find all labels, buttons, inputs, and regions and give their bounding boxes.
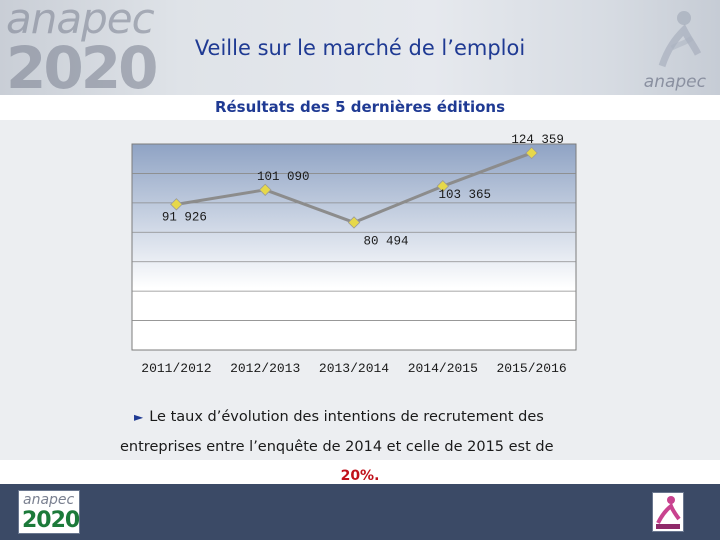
footer-logo-year: 2020 (22, 508, 80, 533)
data-point-marker (170, 198, 183, 211)
gridlines (132, 173, 576, 321)
data-point-marker (258, 183, 272, 197)
line-chart: 91 926 101 090 80 494 103 365 124 359 2011/2… (0, 120, 720, 390)
x-tick-label: 2012/2013 (230, 361, 300, 376)
x-tick-label: 2011/2012 (141, 361, 211, 376)
data-point-marker (347, 216, 361, 229)
data-label: 101 090 (257, 170, 310, 184)
x-tick-label: 2015/2016 (496, 361, 566, 376)
data-point-marker (525, 146, 538, 160)
note-line-2: entreprises entre l’enquête de 2014 et c… (120, 439, 554, 455)
line-chart-svg: 91 926 101 090 80 494 103 365 124 359 2011/2… (131, 133, 577, 376)
data-label: 91 926 (162, 210, 207, 224)
logo-year: 2020 (6, 34, 158, 102)
footer-anapec-logo: anapec 2020 (18, 490, 80, 534)
note-line-1: Le taux d’évolution des intentions de re… (149, 409, 544, 425)
markers-layer (170, 146, 538, 229)
series-line-layer (176, 151, 533, 224)
data-label: 80 494 (363, 234, 408, 248)
brand-sub: anapec (643, 72, 706, 92)
data-label: 103 365 (439, 188, 492, 202)
data-point-marker (436, 179, 450, 193)
chart-subtitle: Résultats des 5 dernières éditions (214, 98, 506, 116)
data-labels-layer: 91 926 101 090 80 494 103 365 124 359 (162, 133, 564, 249)
logo-word: anapec (6, 0, 155, 43)
series-line-segment (442, 151, 533, 188)
series-line-segment (176, 188, 266, 206)
anapec-figure-icon (658, 11, 702, 68)
header-banner: anapec 2020 anapec Veille sur le marché … (0, 0, 720, 102)
x-tick-label: 2013/2014 (319, 361, 389, 376)
data-label: 124 359 (511, 133, 564, 147)
plot-area (131, 143, 577, 351)
page-title: Veille sur le marché de l’emploi (194, 36, 526, 60)
x-tick-label: 2014/2015 (408, 361, 478, 376)
series-line-segment (264, 188, 355, 224)
anapec-badge-icon (652, 492, 684, 532)
footer-logo-word: anapec (23, 492, 75, 508)
triangle-bullet-icon: ► (134, 410, 144, 424)
evolution-note: ► Le taux d’évolution des intentions de r… (120, 402, 600, 462)
series-line-segment (353, 184, 444, 224)
evolution-rate: 20%. (340, 468, 380, 484)
footer-bar: anapec 2020 (0, 484, 720, 540)
x-axis-ticks: 2011/2012 2012/2013 2013/2014 2014/2015 2015… (141, 361, 566, 376)
